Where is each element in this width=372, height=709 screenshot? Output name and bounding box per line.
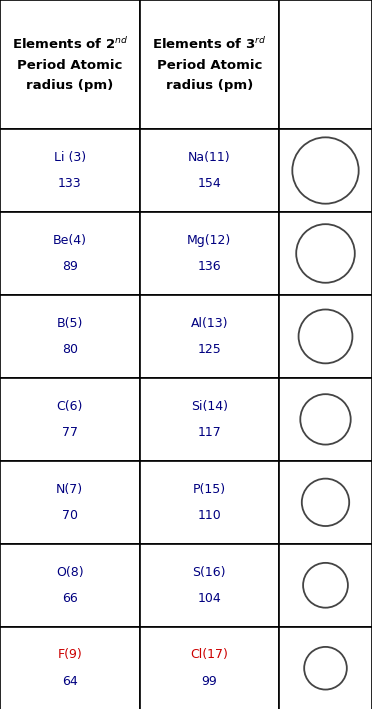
Text: O(8): O(8) — [56, 566, 84, 579]
Text: 66: 66 — [62, 592, 78, 605]
Bar — [279, 461, 372, 544]
Bar — [140, 295, 279, 378]
Bar — [0, 295, 140, 378]
Text: 133: 133 — [58, 177, 81, 190]
Bar — [0, 212, 140, 295]
Bar — [140, 0, 279, 129]
Bar — [0, 129, 140, 212]
Bar — [279, 212, 372, 295]
Text: Elements of 2$^{nd}$
Period Atomic
radius (pm): Elements of 2$^{nd}$ Period Atomic radiu… — [12, 37, 128, 92]
Text: 154: 154 — [198, 177, 221, 190]
Text: Elements of 3$^{rd}$
Period Atomic
radius (pm): Elements of 3$^{rd}$ Period Atomic radiu… — [152, 37, 266, 92]
Text: 70: 70 — [62, 509, 78, 522]
Bar — [279, 0, 372, 129]
Text: 99: 99 — [201, 675, 217, 688]
Text: Si(14): Si(14) — [191, 400, 228, 413]
Text: S(16): S(16) — [192, 566, 226, 579]
Text: F(9): F(9) — [57, 649, 82, 661]
Text: 80: 80 — [62, 343, 78, 356]
Text: Li (3): Li (3) — [54, 151, 86, 164]
Bar — [140, 129, 279, 212]
Bar — [0, 378, 140, 461]
Bar — [0, 461, 140, 544]
Text: Be(4): Be(4) — [53, 234, 87, 247]
Bar — [140, 461, 279, 544]
Bar — [0, 0, 140, 129]
Text: 104: 104 — [198, 592, 221, 605]
Text: 117: 117 — [198, 426, 221, 439]
Text: Cl(17): Cl(17) — [190, 649, 228, 661]
Text: Al(13): Al(13) — [190, 317, 228, 330]
Bar — [0, 627, 140, 709]
Bar — [140, 544, 279, 627]
Bar — [140, 378, 279, 461]
Text: 89: 89 — [62, 260, 78, 273]
Text: 64: 64 — [62, 675, 78, 688]
Bar — [279, 378, 372, 461]
Text: C(6): C(6) — [57, 400, 83, 413]
Text: Mg(12): Mg(12) — [187, 234, 231, 247]
Bar — [140, 212, 279, 295]
Bar — [140, 627, 279, 709]
Text: N(7): N(7) — [56, 483, 83, 496]
Text: 110: 110 — [198, 509, 221, 522]
Bar — [279, 295, 372, 378]
Text: 77: 77 — [62, 426, 78, 439]
Text: B(5): B(5) — [57, 317, 83, 330]
Bar — [279, 129, 372, 212]
Bar — [279, 544, 372, 627]
Bar — [279, 627, 372, 709]
Text: 136: 136 — [198, 260, 221, 273]
Text: P(15): P(15) — [193, 483, 226, 496]
Text: Na(11): Na(11) — [188, 151, 231, 164]
Bar — [0, 544, 140, 627]
Text: 125: 125 — [198, 343, 221, 356]
